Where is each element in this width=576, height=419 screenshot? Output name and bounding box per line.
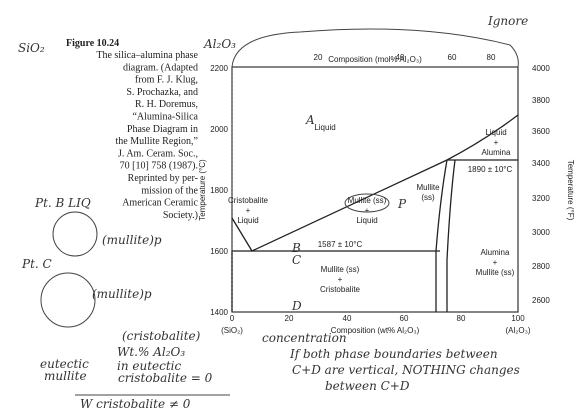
caption-line: diagram. (Adapted: [123, 62, 198, 73]
right-end-label: (Al₂O₃): [505, 326, 530, 335]
region-label: Liquid: [314, 123, 335, 132]
handwritten-note: Pt. B LIQ: [34, 196, 91, 210]
handwritten-note: Wt.% Al₂O₃: [117, 345, 185, 359]
bottom-tick-label: 40: [343, 314, 352, 323]
region-label: +: [365, 206, 370, 215]
caption-line: mission of the: [141, 185, 198, 196]
caption-line: R. H. Doremus,: [135, 99, 198, 110]
right-tick-label: 3000: [532, 228, 550, 237]
bottom-axis-title: Composition (wt% Al₂O₃): [331, 326, 420, 335]
region-label: Mullite: [416, 183, 440, 192]
handwritten-note: C+D are vertical, NOTHING changes: [292, 363, 520, 377]
bottom-tick-label: 100: [511, 314, 525, 323]
handwritten-note: Ignore: [487, 14, 528, 28]
handwritten-note: C: [292, 253, 301, 267]
caption-line: American Ceramic: [122, 198, 198, 209]
right-tick-label: 4000: [532, 64, 550, 73]
handwritten-note: eutectic: [40, 357, 89, 371]
handwritten-note: cristobalite = 0: [118, 371, 213, 385]
handwritten-note: D: [291, 299, 302, 313]
right-axis-title: Temperature (°F): [566, 160, 575, 221]
caption-line: J. Am. Ceram. Soc.,: [118, 148, 198, 159]
region-label: Cristobalite: [228, 196, 269, 205]
handwritten-note: concentration: [262, 331, 347, 345]
top-axis-title: Composition (mol% Al₂O₃): [328, 55, 422, 64]
left-tick-label: 1400: [210, 308, 228, 317]
region-label: Liquid: [356, 216, 377, 225]
right-tick-label: 3800: [532, 96, 550, 105]
handwritten-note: Al₂O₃: [203, 37, 236, 51]
caption-line: Reprinted by per-: [128, 173, 198, 184]
top-tick-label: 40: [396, 53, 405, 62]
right-tick-label: 2800: [532, 262, 550, 271]
caption-line: 70 [10] 758 (1987).: [120, 161, 198, 172]
handwritten-note: A: [305, 113, 315, 127]
handwritten-note: Pt. C: [21, 257, 52, 271]
region-label: Liquid: [485, 128, 506, 137]
region-label: +: [494, 138, 499, 147]
region-label: +: [493, 258, 498, 267]
left-tick-label: 1800: [210, 186, 228, 195]
bottom-tick-label: 0: [230, 314, 235, 323]
bottom-tick-label: 60: [400, 314, 409, 323]
handwritten-note: between C+D: [325, 379, 410, 393]
ignore-loop: [231, 28, 519, 68]
right-tick-label: 3400: [532, 159, 550, 168]
handwritten-note: B: [291, 241, 301, 255]
left-end-label: (SiO₂): [221, 326, 243, 335]
caption-line: S. Prochazka, and: [126, 87, 198, 98]
region-label: +: [246, 206, 251, 215]
top-tick-label: 60: [448, 53, 457, 62]
right-tick-label: 3600: [532, 127, 550, 136]
caption-line: Phase Diagram in: [127, 124, 198, 135]
left-tick-label: 1600: [210, 247, 228, 256]
right-tick-label: 3200: [532, 194, 550, 203]
region-label: (ss): [421, 193, 435, 202]
handwritten-note: P: [397, 197, 407, 211]
region-label: Mullite (ss): [321, 265, 360, 274]
handwritten-note: (mullite)p: [102, 233, 162, 247]
bottom-tick-label: 20: [285, 314, 294, 323]
handwritten-note: W cristobalite ≠ 0: [80, 397, 191, 411]
handwritten-note: If both phase boundaries between: [289, 347, 498, 361]
isotherm-label: 1587 ± 10°C: [318, 240, 363, 249]
isotherm-label: 1890 ± 10°C: [468, 165, 513, 174]
region-label: Mullite (ss): [476, 268, 515, 277]
handwritten-note: (mullite)p: [92, 287, 152, 301]
plot-frame: [231, 66, 519, 313]
region-label: Alumina: [482, 148, 511, 157]
region-label: Cristobalite: [320, 285, 361, 294]
left-axis-title: Temperature (°C): [198, 159, 207, 221]
right-tick-label: 2600: [532, 296, 550, 305]
handwritten-note: in eutectic: [117, 359, 182, 373]
handwritten-marks: [40, 67, 390, 396]
region-label: Liquid: [237, 216, 258, 225]
top-tick-label: 80: [487, 53, 496, 62]
handwritten-note: (cristobalite): [122, 329, 201, 343]
bottom-tick-label: 80: [457, 314, 466, 323]
caption-line: The silica–alumina phase: [96, 50, 198, 61]
caption-line: Society.): [163, 210, 198, 221]
left-tick-label: 2200: [210, 64, 228, 73]
left-tick-label: 2000: [210, 125, 228, 134]
caption-line: “Alumina-Silica: [132, 112, 198, 123]
top-tick-label: 20: [314, 53, 323, 62]
phase-lines: [231, 114, 519, 312]
caption-line: from F. J. Klug,: [135, 75, 198, 86]
caption-line: the Mullite Region,”: [116, 136, 199, 147]
handwritten-note: mullite: [44, 369, 87, 383]
region-label: Alumina: [481, 248, 510, 257]
figure-number: Figure 10.24: [66, 38, 119, 49]
handwritten-note: SiO₂: [18, 41, 45, 55]
region-label: +: [338, 275, 343, 284]
region-label: Mullite (ss): [348, 196, 387, 205]
